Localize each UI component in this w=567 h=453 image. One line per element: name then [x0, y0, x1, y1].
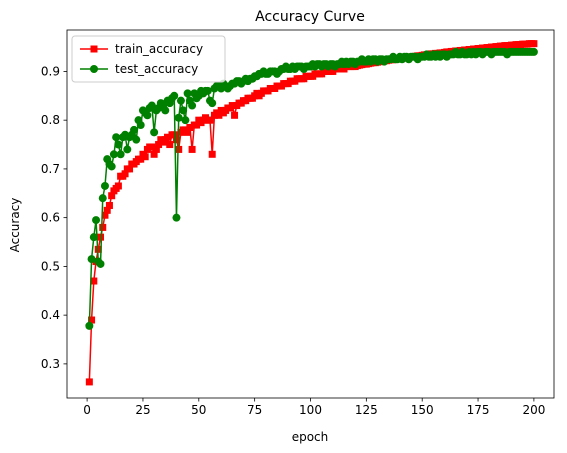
data-point-test: [109, 150, 118, 159]
data-point-train: [121, 170, 129, 178]
x-tick-label: 150: [411, 403, 434, 417]
x-axis-label: epoch: [292, 430, 329, 444]
data-point-test: [176, 96, 185, 105]
data-point-test: [150, 128, 159, 137]
data-point-train: [164, 133, 172, 141]
data-point-train: [231, 111, 239, 119]
data-point-train: [193, 121, 201, 129]
legend-swatch-test-marker: [90, 65, 98, 73]
data-point-test: [208, 99, 217, 108]
data-point-train: [108, 192, 116, 200]
x-tick-label: 25: [135, 403, 150, 417]
data-point-train: [215, 111, 223, 119]
data-point-test: [136, 121, 145, 130]
data-point-train: [206, 116, 214, 124]
data-point-train: [97, 233, 105, 241]
legend-label-test: test_accuracy: [115, 62, 198, 76]
legend-entry-test: test_accuracy: [80, 62, 198, 76]
data-point-test: [87, 255, 96, 264]
data-point-train: [155, 141, 163, 149]
data-point-test: [203, 86, 212, 95]
data-point-test: [174, 113, 183, 122]
data-point-train: [88, 316, 96, 324]
data-point-test: [100, 181, 109, 190]
data-point-train: [530, 40, 538, 48]
data-point-train: [99, 223, 107, 231]
data-point-train: [90, 277, 98, 285]
data-point-train: [105, 201, 113, 209]
y-tick-label: 0.8: [41, 113, 60, 127]
data-point-test: [188, 101, 197, 110]
series-layer: [85, 40, 538, 386]
data-point-test: [172, 213, 181, 222]
data-point-train: [152, 145, 160, 153]
x-axis: 0 25 50 75 100 125 150 175 200: [83, 398, 545, 417]
legend-box: [71, 35, 226, 83]
x-tick-label: 0: [83, 403, 91, 417]
y-tick-label: 0.4: [41, 308, 60, 322]
data-point-test: [183, 89, 192, 98]
data-point-train: [184, 128, 192, 136]
data-point-train: [208, 150, 216, 158]
data-point-test: [89, 233, 98, 242]
data-point-test: [92, 216, 101, 225]
chart-title: Accuracy Curve: [255, 9, 365, 25]
data-point-train: [172, 136, 180, 144]
data-point-train: [148, 143, 156, 151]
data-point-train: [126, 165, 134, 173]
data-point-train: [141, 153, 149, 161]
data-point-test: [179, 106, 188, 115]
x-tick-label: 50: [191, 403, 206, 417]
data-point-test: [112, 133, 121, 142]
data-point-train: [228, 102, 236, 110]
y-axis: 0.3 0.4 0.5 0.6 0.7 0.8 0.9: [41, 64, 67, 371]
data-point-test: [143, 111, 152, 120]
data-point-test: [170, 91, 179, 100]
data-point-train: [188, 145, 196, 153]
data-point-test: [529, 47, 538, 56]
data-point-test: [161, 106, 170, 115]
data-point-test: [96, 259, 105, 268]
x-tick-label: 100: [299, 403, 322, 417]
y-tick-label: 0.5: [41, 259, 60, 273]
x-tick-label: 200: [522, 403, 545, 417]
y-tick-label: 0.6: [41, 211, 60, 225]
legend-entry-train: train_accuracy: [80, 42, 203, 56]
legend: train_accuracy test_accuracy: [71, 35, 226, 83]
plot-background: [67, 30, 554, 398]
y-axis-label: Accuracy: [8, 198, 22, 253]
data-point-test: [116, 150, 125, 159]
data-point-train: [103, 206, 111, 214]
data-point-test: [130, 125, 139, 134]
data-point-train: [186, 123, 194, 131]
data-point-train: [150, 150, 158, 158]
data-point-test: [132, 135, 141, 144]
data-point-test: [107, 162, 116, 171]
data-point-test: [114, 140, 123, 149]
plot-area: [66, 29, 555, 399]
data-point-test: [123, 145, 132, 154]
legend-swatch-train-marker: [90, 45, 98, 53]
x-tick-label: 175: [467, 403, 490, 417]
x-tick-label: 75: [247, 403, 262, 417]
data-point-test: [85, 321, 94, 330]
data-point-test: [181, 116, 190, 125]
data-point-test: [98, 194, 107, 203]
data-point-train: [137, 155, 145, 163]
data-point-train: [101, 211, 109, 219]
y-tick-label: 0.7: [41, 162, 60, 176]
data-point-train: [114, 182, 122, 190]
x-tick-label: 125: [355, 403, 378, 417]
y-tick-label: 0.9: [41, 64, 60, 78]
data-point-train: [85, 378, 93, 386]
data-point-train: [166, 141, 174, 149]
y-tick-label: 0.3: [41, 357, 60, 371]
legend-label-train: train_accuracy: [115, 42, 203, 56]
